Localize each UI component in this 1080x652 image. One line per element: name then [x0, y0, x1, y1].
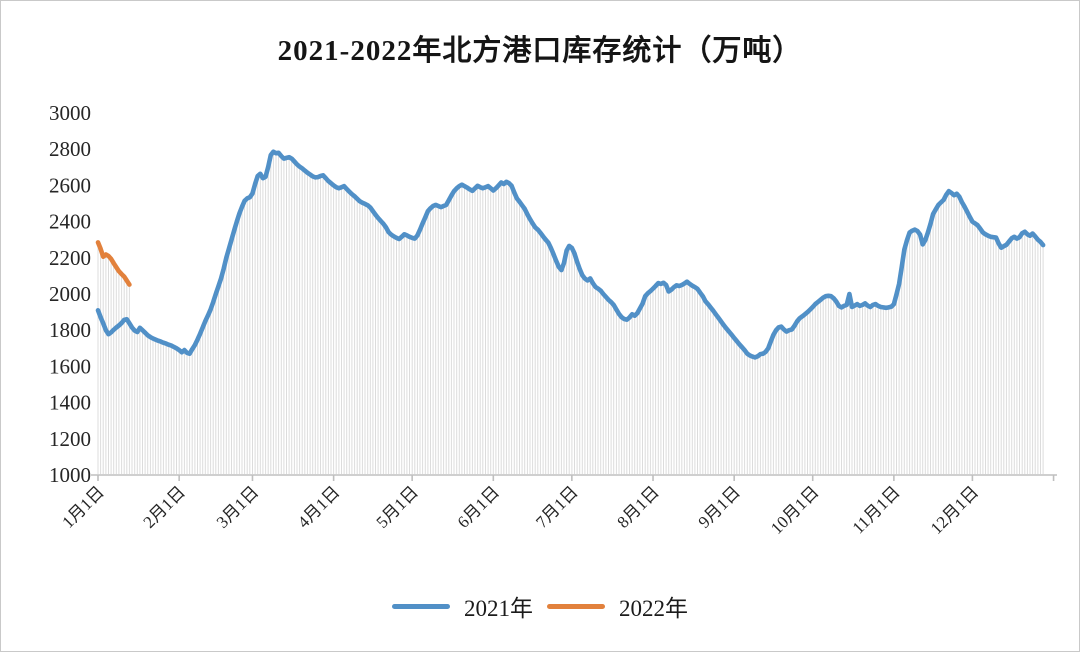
svg-text:11月1日: 11月1日 — [849, 482, 904, 537]
legend-line-2022-icon — [547, 603, 605, 609]
svg-text:4月1日: 4月1日 — [294, 482, 343, 531]
y-axis-labels: 1000 1200 1400 1600 1800 2000 2200 2400 2600 2800… — [49, 101, 91, 487]
legend: 2021年 2022年 — [1, 589, 1079, 623]
series-line-2021年 — [95, 149, 1046, 360]
svg-text:1600: 1600 — [49, 354, 91, 378]
legend-line-2021-icon — [392, 603, 450, 609]
svg-text:2000: 2000 — [49, 282, 91, 306]
svg-text:9月1日: 9月1日 — [695, 482, 744, 531]
svg-text:1000: 1000 — [49, 463, 91, 487]
svg-text:1200: 1200 — [49, 427, 91, 451]
svg-text:8月1日: 8月1日 — [613, 482, 662, 531]
svg-text:1400: 1400 — [49, 391, 91, 415]
svg-text:2800: 2800 — [49, 137, 91, 161]
svg-text:1800: 1800 — [49, 318, 91, 342]
svg-text:6月1日: 6月1日 — [454, 482, 503, 531]
svg-text:5月1日: 5月1日 — [372, 482, 421, 531]
svg-text:2600: 2600 — [49, 173, 91, 197]
x-axis — [91, 474, 1057, 481]
svg-text:2月1日: 2月1日 — [139, 482, 188, 531]
svg-text:12月1日: 12月1日 — [927, 482, 983, 538]
svg-text:7月1日: 7月1日 — [532, 482, 581, 531]
svg-text:10月1日: 10月1日 — [767, 482, 823, 538]
legend-label-2021: 2021年 — [464, 596, 533, 621]
chart-title: 2021-2022年北方港口库存统计（万吨） — [277, 35, 803, 67]
x-axis-labels: 1月1日 2月1日 3月1日 4月1日 5月1日 6月1日 7月1日 8月1日 9月1日 10月1… — [58, 482, 982, 538]
legend-label-2022: 2022年 — [619, 596, 688, 621]
drop-lines — [97, 153, 1044, 474]
svg-text:3000: 3000 — [49, 101, 91, 125]
svg-text:1月1日: 1月1日 — [58, 482, 107, 531]
series-line-2022年 — [95, 240, 132, 287]
svg-text:3月1日: 3月1日 — [213, 482, 262, 531]
svg-text:2200: 2200 — [49, 246, 91, 270]
svg-text:2400: 2400 — [49, 210, 91, 234]
